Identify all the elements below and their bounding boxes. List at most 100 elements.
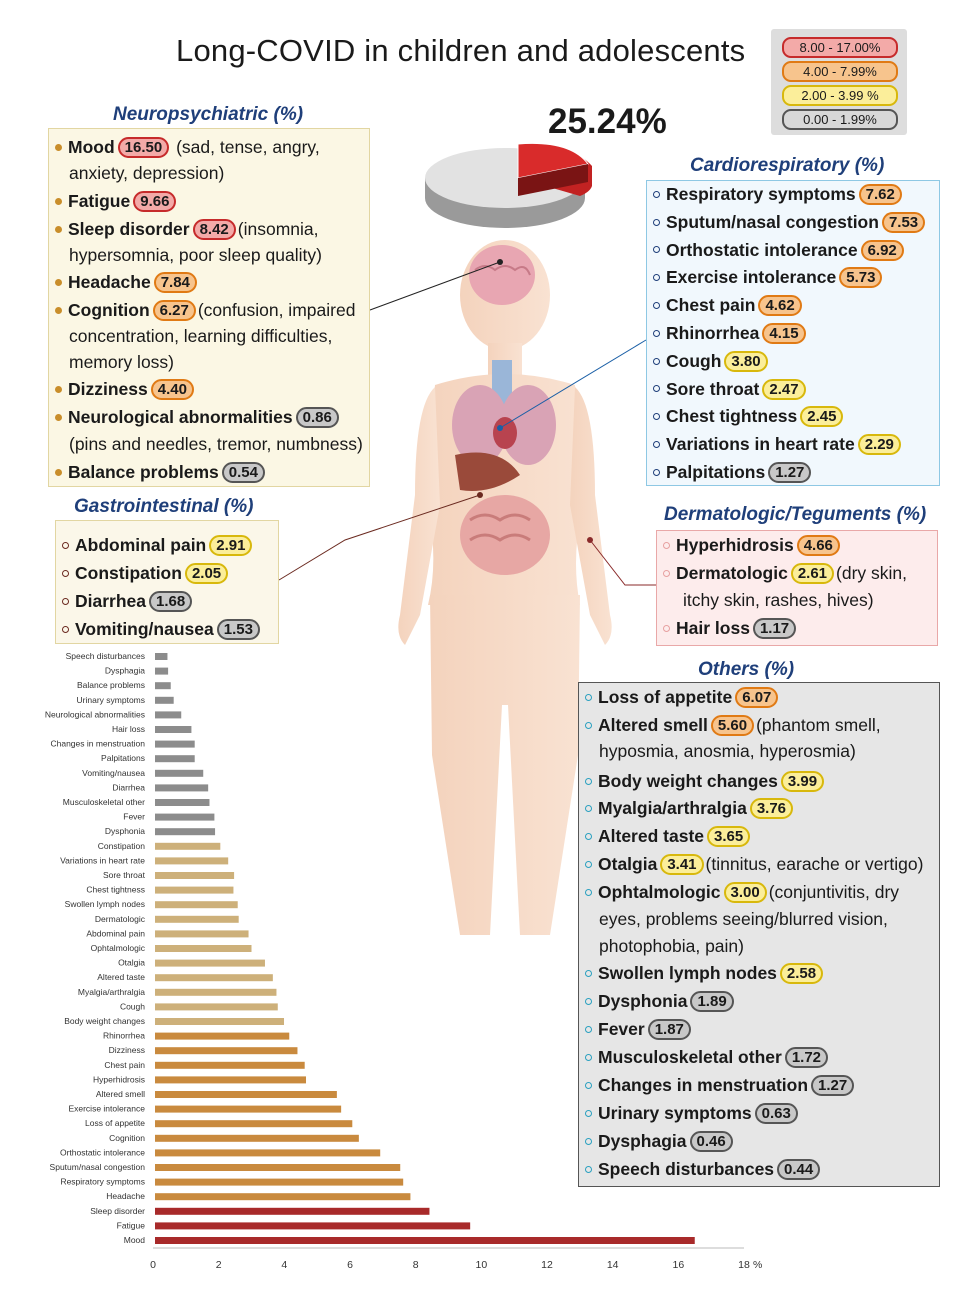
others-row: Dysphagia 0.46 — [579, 1130, 939, 1152]
value-pill: 5.60 — [710, 715, 755, 736]
symptom-name: Rhinorrhea — [666, 323, 760, 343]
bar-balance-problems — [155, 682, 171, 690]
value-pill: 3.76 — [749, 798, 794, 819]
neuro-row-dizziness: Dizziness 4.40 — [49, 378, 369, 400]
y-tick-label: Urinary symptoms — [77, 695, 145, 705]
bar-sputum-nasal-congestion — [155, 1164, 401, 1171]
y-tick-label: Constipation — [98, 841, 146, 851]
others-row: Speech disturbances 0.44 — [579, 1158, 939, 1180]
y-tick-label: Changes in menstruation — [50, 739, 145, 749]
others-row: Altered smell 5.60 (phantom smell, — [579, 714, 939, 736]
bullet-icon — [653, 385, 660, 393]
value-pill: 3.41 — [660, 854, 704, 875]
x-tick-label: 0 — [150, 1259, 156, 1271]
bar-constipation — [155, 842, 221, 850]
symptom-name: Mood — [68, 137, 115, 157]
value-pill: 6.07 — [735, 687, 779, 708]
neuro-row-neuro-abn: Neurological abnormalities 0.86 — [49, 406, 369, 428]
others-row: Altered taste 3.65 — [579, 825, 939, 847]
value-pill: 1.53 — [216, 619, 260, 640]
symptom-name: Hair loss — [676, 618, 750, 638]
symptom-name: Fever — [598, 1019, 645, 1039]
y-tick-label: Fatigue — [117, 1220, 146, 1230]
body-illustration — [398, 240, 612, 935]
symptom-name: Sleep disorder — [68, 219, 190, 239]
symptom-name: Vomiting/nausea — [75, 619, 214, 639]
y-tick-label: Abdominal pain — [86, 928, 145, 938]
y-tick-label: Dysphagia — [105, 666, 145, 676]
y-tick-label: Dermatologic — [95, 914, 146, 924]
bar-chest-pain — [155, 1061, 305, 1069]
symptom-name: Changes in menstruation — [598, 1075, 809, 1095]
symptom-name: Swollen lymph nodes — [598, 963, 777, 983]
legend: 8.00 - 17.00% 4.00 - 7.99% 2.00 - 3.99 %… — [771, 29, 907, 135]
symptom-note-cont: photophobia, pain) — [599, 936, 744, 956]
bullet-icon — [55, 197, 62, 205]
cardio-row: Orthostatic intolerance 6.92 — [647, 239, 939, 261]
bullet-icon — [62, 625, 69, 633]
legend-item-gray: 0.00 - 1.99% — [782, 109, 898, 130]
bullet-icon — [585, 888, 592, 896]
symptom-note-cont: eyes, problems seeing/blurred vision, — [599, 909, 888, 929]
symptom-note-cont: hypersomnia, poor sleep quality) — [69, 245, 322, 265]
symptom-name: Exercise intolerance — [666, 267, 837, 288]
value-pill: 0.86 — [295, 407, 339, 428]
value-pill: 2.58 — [779, 963, 824, 984]
symptom-name: Loss of appetite — [598, 687, 733, 707]
symptom-note: (confusion, impaired — [197, 300, 356, 320]
bullet-icon — [585, 721, 592, 729]
bullet-icon — [585, 1025, 592, 1033]
bullet-icon — [585, 969, 592, 977]
symptom-name: Sputum/nasal congestion — [666, 211, 879, 232]
value-pill: 2.91 — [209, 535, 253, 556]
bullet-icon — [55, 225, 62, 233]
bar-speech-disturbances — [155, 653, 168, 660]
bar-cough — [155, 1003, 278, 1011]
y-tick-label: Altered taste — [97, 972, 145, 982]
chart-title: Long-COVID in children and adolescents — [176, 33, 746, 68]
bar-abdominal-pain — [155, 930, 249, 938]
cardio-row: Rhinorrhea 4.15 — [647, 322, 939, 344]
cardio-header: Cardiorespiratory (%) — [690, 155, 885, 176]
symptom-name: Respiratory symptoms — [666, 184, 856, 204]
bar-musculoskeletal-other — [155, 799, 210, 806]
bar-exercise-intolerance — [155, 1105, 342, 1113]
bar-myalgia-arthralgia — [155, 988, 277, 996]
value-pill: 4.40 — [150, 379, 194, 400]
bar-sleep-disorder — [155, 1207, 430, 1215]
x-tick-label: 18 — [738, 1259, 750, 1271]
bullet-icon — [55, 278, 62, 286]
value-pill: 7.53 — [881, 211, 926, 233]
value-pill: 3.00 — [723, 882, 767, 903]
value-pill: 0.54 — [221, 462, 265, 483]
value-pill: 1.27 — [768, 462, 812, 483]
y-tick-label: Dysphonia — [105, 826, 145, 836]
symptom-name: Sore throat — [666, 378, 760, 399]
bar-sore-throat — [155, 872, 235, 879]
value-pill: 2.47 — [762, 378, 806, 400]
cardio-row: Respiratory symptoms 7.62 — [647, 183, 939, 205]
bullet-icon — [653, 274, 660, 282]
bar-ophtalmologic — [155, 945, 252, 952]
value-pill: 1.27 — [811, 1075, 855, 1096]
neuro-row-sleep: Sleep disorder 8.42 (insomnia, — [49, 218, 369, 240]
symptom-name: Variations in heart rate — [666, 434, 855, 455]
gastro-row: Constipation 2.05 — [56, 562, 278, 584]
y-tick-label: Sore throat — [103, 870, 146, 880]
value-pill: 2.45 — [800, 406, 844, 428]
gastro-panel: Abdominal pain 2.91 Constipation 2.05 Diar… — [55, 520, 279, 644]
cardio-row: Palpitations 1.27 — [647, 461, 939, 483]
bullet-icon — [62, 597, 69, 605]
others-row: Urinary symptoms 0.63 — [579, 1102, 939, 1124]
bullet-icon — [663, 624, 670, 632]
bullet-icon — [653, 190, 660, 198]
legend-item-yellow: 2.00 - 3.99 % — [782, 85, 898, 106]
cardio-row: Variations in heart rate 2.29 — [647, 433, 939, 456]
value-pill: 4.15 — [762, 323, 806, 344]
bullet-icon — [653, 441, 660, 449]
gastro-row: Abdominal pain 2.91 — [56, 534, 278, 556]
symptom-name: Neurological abnormalities — [68, 407, 293, 427]
neuro-row-mood: Mood 16.50 (sad, tense, angry, — [49, 136, 369, 158]
symptom-name: Chest pain — [666, 295, 756, 316]
symptom-name: Hyperhidrosis — [676, 535, 794, 555]
